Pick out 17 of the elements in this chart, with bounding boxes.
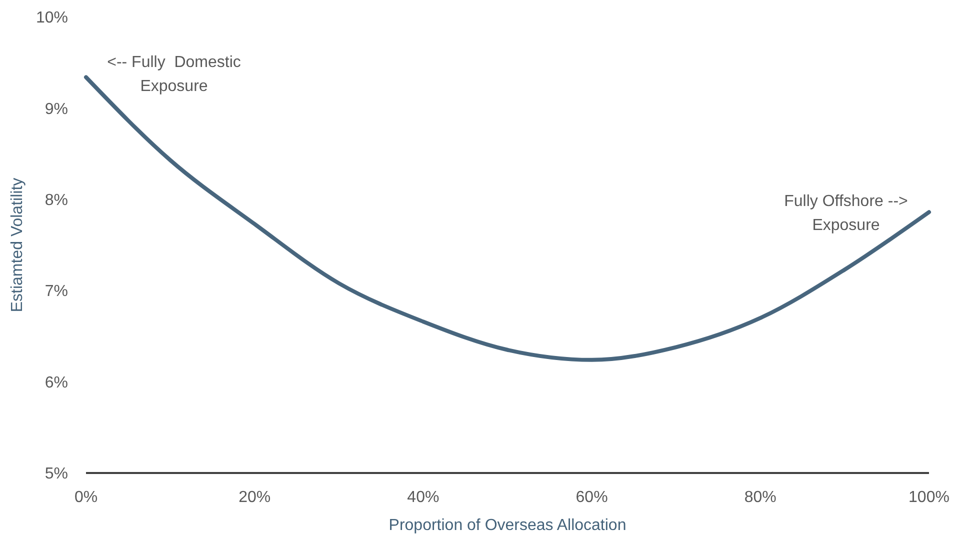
x-tick-label: 100% xyxy=(908,489,950,506)
y-tick-label: 5% xyxy=(44,466,68,483)
annotation: Fully Offshore --> Exposure xyxy=(784,193,908,234)
line-series xyxy=(84,75,931,362)
x-tick-label: 80% xyxy=(744,489,776,506)
y-tick-label: 10% xyxy=(36,10,68,27)
x-tick-label: 40% xyxy=(407,489,440,506)
x-tick-label: 20% xyxy=(238,489,271,506)
y-tick-label: 9% xyxy=(44,100,68,118)
y-axis-title: Estiamted Volatility xyxy=(9,178,26,312)
x-tick-label: 60% xyxy=(576,489,608,506)
annotation: <-- Fully Domestic Exposure xyxy=(107,54,241,96)
y-tick-label: 8% xyxy=(44,192,68,209)
y-tick-label: 6% xyxy=(44,374,68,392)
x-axis-title: Proportion of Overseas Allocation xyxy=(388,517,626,534)
y-tick-label: 7% xyxy=(44,283,68,300)
x-tick-label: 0% xyxy=(74,489,98,506)
